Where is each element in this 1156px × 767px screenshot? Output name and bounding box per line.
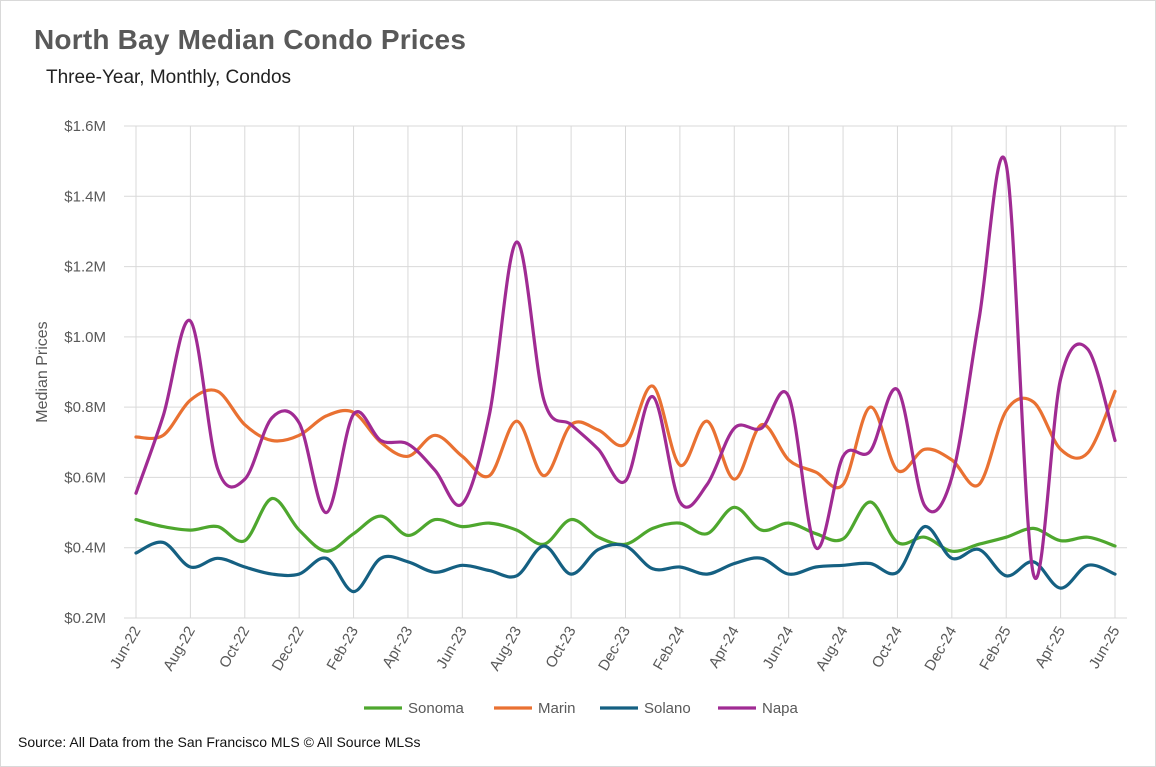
- series-line-napa: [134, 155, 1117, 580]
- x-tick-label: Apr-24: [706, 624, 743, 671]
- legend-label-marin: Marin: [538, 700, 576, 717]
- y-tick-label: $1.2M: [64, 259, 106, 276]
- series-lines: [134, 155, 1117, 594]
- y-tick-label: $1.0M: [64, 329, 106, 346]
- x-tick-label: Dec-24: [921, 624, 960, 674]
- chart-subtitle: Three-Year, Monthly, Condos: [46, 67, 292, 88]
- x-tick-label: Oct-24: [869, 624, 906, 671]
- legend-label-napa: Napa: [762, 700, 799, 717]
- x-tick-label: Feb-25: [976, 623, 1014, 673]
- x-tick-label: Dec-23: [595, 624, 634, 674]
- series-line-solano: [134, 525, 1117, 594]
- y-tick-label: $0.4M: [64, 540, 106, 557]
- legend-label-solano: Solano: [644, 700, 691, 717]
- x-tick-label: Apr-23: [379, 624, 416, 671]
- x-tick-label: Jun-23: [433, 624, 471, 672]
- y-tick-label: $0.8M: [64, 399, 106, 416]
- legend: Sonoma Marin Solano Napa: [364, 700, 799, 717]
- x-tick-label: Oct-23: [542, 624, 579, 671]
- x-tick-label: Jun-22: [107, 624, 145, 672]
- x-tick-label: Apr-25: [1032, 624, 1069, 671]
- series-line-sonoma: [134, 496, 1117, 553]
- x-tick-label: Feb-24: [650, 624, 688, 674]
- x-tick-label: Oct-22: [216, 624, 253, 671]
- x-tick-label: Jun-25: [1086, 624, 1124, 672]
- chart-title: North Bay Median Condo Prices: [34, 24, 467, 55]
- x-tick-label: Aug-22: [160, 624, 199, 674]
- y-tick-label: $1.6M: [64, 118, 106, 135]
- y-axis-label: Median Prices: [34, 321, 51, 422]
- x-tick-label: Aug-24: [813, 624, 852, 674]
- y-tick-label: $1.4M: [64, 188, 106, 205]
- x-tick-label: Feb-23: [324, 624, 362, 674]
- legend-label-sonoma: Sonoma: [408, 700, 465, 717]
- x-tick-label: Dec-22: [269, 624, 308, 674]
- y-axis: $0.2M $0.4M $0.6M $0.8M $1.0M $1.2M $1.4M $1.6M: [64, 118, 106, 627]
- source-note: Source: All Data from the San Francisco …: [18, 734, 421, 750]
- x-tick-label: Jun-24: [759, 624, 797, 672]
- y-tick-label: $0.6M: [64, 469, 106, 486]
- x-axis: Jun-22 Aug-22 Oct-22 Dec-22 Feb-23 Apr-23 Jun-…: [107, 623, 1124, 673]
- x-tick-label: Aug-23: [486, 624, 525, 674]
- y-tick-label: $0.2M: [64, 610, 106, 627]
